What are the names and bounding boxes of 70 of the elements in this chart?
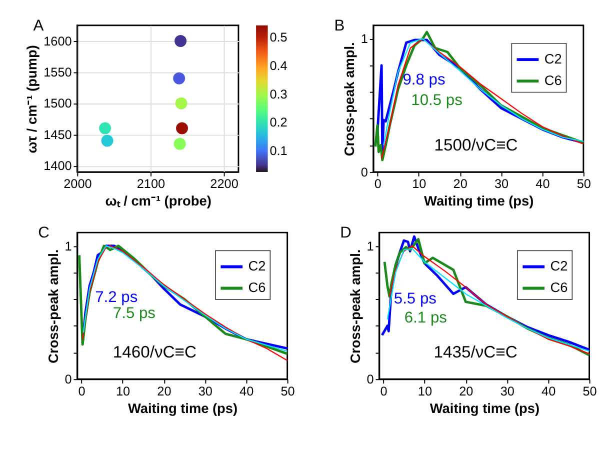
x-tick-label: 30 [494, 177, 509, 192]
x-tick-label: 40 [536, 177, 550, 192]
color-bar-label: 0.4 [270, 59, 288, 74]
y-tick-label: 1450 [44, 128, 72, 142]
y-tick-label: 0 [360, 165, 368, 180]
annotation: 7.2 ps [95, 288, 138, 306]
x-axis-title: Waiting time (ps) [430, 400, 540, 416]
x-axis-title: Waiting time (ps) [424, 194, 534, 209]
annotation: 1435/νC≡C [434, 342, 518, 362]
legend-label: C2 [550, 258, 568, 274]
x-tick-label: 30 [198, 384, 212, 398]
point [99, 122, 112, 134]
annotation: 10.5 ps [411, 92, 463, 110]
point [174, 138, 186, 150]
y-tick-label: 1 [64, 239, 72, 254]
annotation: 1460/νC≡C [112, 342, 196, 362]
x-tick-label: 0 [380, 384, 388, 398]
legend-label: C6 [248, 280, 266, 296]
y-tick-label: 1 [366, 239, 374, 254]
x-tick-label: 2000 [64, 177, 92, 192]
y-tick-label: 1400 [44, 159, 72, 174]
point [173, 72, 186, 84]
x-axis-title: Waiting time (ps) [128, 400, 238, 416]
x-tick-label: 20 [459, 384, 474, 398]
x-axis-title: ωₜ / cm⁻¹ (probe) [105, 194, 212, 209]
y-tick-label: 0 [64, 372, 72, 387]
x-tick-label: 20 [157, 384, 172, 398]
y-tick-label: 0 [366, 372, 374, 387]
x-tick-label: 2100 [136, 177, 166, 192]
legend-label: C6 [544, 72, 562, 88]
x-tick-label: 50 [582, 384, 597, 398]
annotation: 7.5 ps [112, 305, 156, 322]
color-bar-label: 0.3 [270, 87, 288, 102]
y-axis-title: Cross-peak ampl. [348, 249, 363, 364]
legend-label: C2 [544, 51, 562, 66]
text: D [340, 224, 352, 242]
y-tick-label: 1600 [44, 34, 72, 48]
y-axis-title: ωτ / cm⁻¹ (pump) [24, 45, 40, 154]
y-tick-label: 1 [360, 32, 368, 46]
color-bar-label: 0.1 [270, 144, 288, 158]
annotation: 9.8 ps [402, 71, 446, 88]
y-axis-title: Cross-peak ampl. [342, 42, 358, 156]
x-tick-label: 50 [576, 177, 591, 192]
x-tick-label: 50 [280, 384, 295, 398]
x-tick-label: 2200 [210, 177, 238, 192]
annotation: 6.1 ps [404, 309, 448, 326]
x-tick-label: 0 [78, 384, 86, 398]
legend-label: C2 [248, 258, 266, 274]
text: A [33, 17, 44, 34]
point [174, 34, 187, 47]
x-tick-label: 40 [542, 384, 556, 398]
y-tick-label: 1550 [44, 66, 72, 80]
x-tick-label: 30 [500, 384, 514, 398]
annotation: 1500/νC≡C [434, 135, 518, 154]
text: C [38, 224, 50, 242]
text: B [334, 17, 345, 34]
x-tick-label: 10 [412, 177, 426, 192]
x-tick-label: 10 [116, 384, 130, 398]
legend-label: C6 [550, 280, 568, 296]
x-tick-label: 40 [240, 384, 254, 398]
y-tick-label: 1500 [44, 96, 72, 111]
x-tick-label: 20 [453, 177, 468, 192]
color-bar-label: 0.5 [270, 30, 288, 45]
y-axis-title: Cross-peak ampl. [46, 249, 61, 364]
annotation: 5.5 ps [394, 290, 437, 308]
color-bar-label: 0.2 [270, 116, 288, 130]
point [176, 122, 188, 134]
x-tick-label: 10 [418, 384, 432, 398]
point [175, 97, 188, 110]
point [101, 134, 114, 147]
